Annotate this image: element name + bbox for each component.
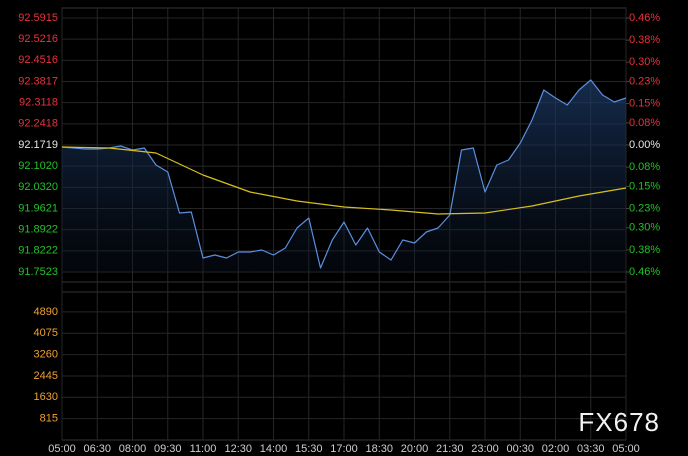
y-tick-label: 92.3817 — [18, 75, 58, 87]
x-tick-label: 20:00 — [401, 443, 429, 455]
volume-tick-label: 2445 — [34, 370, 58, 382]
y-tick-label: 92.5915 — [18, 12, 58, 24]
area — [62, 80, 626, 272]
y2-tick-label: 0.46% — [629, 266, 660, 278]
x-tick-label: 17:00 — [330, 443, 358, 455]
volume-tick-label: 1630 — [34, 391, 58, 403]
x-tick-label: 03:30 — [577, 443, 605, 455]
y2-tick-label: 0.30% — [629, 222, 660, 234]
x-tick-label: 05:00 — [48, 443, 76, 455]
y2-tick-label: 0.23% — [629, 202, 660, 214]
x-tick-label: 15:30 — [295, 443, 323, 455]
y-tick-label: 91.8922 — [18, 224, 58, 236]
line — [61, 79, 627, 269]
x-tick-label: 02:00 — [542, 443, 570, 455]
x-tick-label: 21:30 — [436, 443, 464, 455]
y2-tick-label: 0.15% — [629, 97, 660, 109]
x-tick-label: 23:00 — [471, 443, 499, 455]
x-tick-label: 00:30 — [506, 443, 534, 455]
volume-tick-label: 815 — [40, 413, 58, 425]
y2-tick-label: 0.15% — [629, 180, 660, 192]
x-tick-label: 08:00 — [119, 443, 147, 455]
y2-tick-label: 0.08% — [629, 117, 660, 129]
x-tick-label: 06:30 — [83, 443, 111, 455]
x-tick-label: 05:00 — [612, 443, 640, 455]
volume-tick-label: 4890 — [34, 306, 58, 318]
y2-tick-label: 0.38% — [629, 34, 660, 46]
volume-tick-label: 4075 — [34, 327, 58, 339]
y-tick-label: 91.7523 — [18, 266, 58, 278]
y2-tick-label: 0.23% — [629, 75, 660, 87]
y-tick-label: 92.0320 — [18, 181, 58, 193]
y2-tick-label: 0.08% — [629, 161, 660, 173]
line — [61, 146, 627, 215]
y-tick-label: 91.8222 — [18, 245, 58, 257]
x-tick-label: 14:00 — [260, 443, 288, 455]
x-tick-label: 12:30 — [224, 443, 252, 455]
y-tick-label: 92.2418 — [18, 118, 58, 130]
y2-tick-label: 0.46% — [629, 12, 660, 24]
watermark: FX678 — [578, 407, 660, 437]
x-tick-label: 18:30 — [365, 443, 393, 455]
x-tick-label: 11:00 — [190, 443, 217, 455]
y-tick-label: 92.1719 — [18, 139, 58, 151]
y-tick-label: 92.4516 — [18, 54, 58, 66]
y2-tick-label: 0.30% — [629, 56, 660, 68]
y-tick-label: 92.1020 — [18, 160, 58, 172]
y2-tick-label: 0.38% — [629, 244, 660, 256]
y-tick-label: 92.3118 — [19, 97, 58, 109]
y-tick-label: 91.9621 — [18, 202, 58, 214]
x-tick-label: 09:30 — [154, 443, 182, 455]
y-tick-label: 92.5216 — [18, 33, 58, 45]
volume-tick-label: 3260 — [34, 349, 58, 361]
y2-tick-label: 0.00% — [629, 139, 660, 151]
